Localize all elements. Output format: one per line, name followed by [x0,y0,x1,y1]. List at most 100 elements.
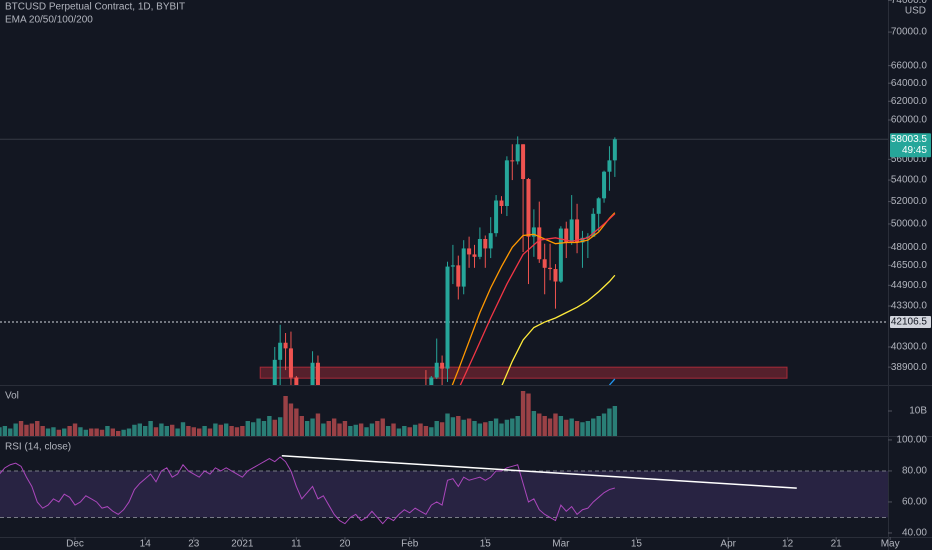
volume-bar [596,416,601,436]
volume-bar [240,426,245,436]
y-tick-label: 62000.0 [891,96,928,107]
rsi-line [0,456,615,525]
volume-bar [99,429,105,436]
y-tick-label: 54000.0 [891,175,928,186]
candle-body [607,160,612,172]
y-tick-label: 60.00 [902,497,927,508]
volume-bar [391,423,396,436]
volume-bar [456,416,461,436]
volume-bar [175,428,180,436]
candle-body [537,227,542,260]
volume-bar [547,418,553,436]
candle-body [510,160,515,162]
volume-bar [29,423,35,436]
candle-body [612,139,617,161]
volume-bar [591,418,596,436]
candle-body [461,248,466,287]
volume-bar [234,427,240,436]
volume-bar [132,424,137,436]
volume-bar [56,429,62,436]
volume-bar [358,423,364,436]
y-tick-label: 40300.0 [891,342,928,353]
volume-bar [62,428,67,436]
candle-body [564,228,569,243]
volume-bar [580,422,585,436]
volume-bar [564,419,569,436]
volume-bar [218,424,223,436]
y-tick-label: 60000.0 [891,115,928,126]
x-tick-label: 21 [831,539,843,550]
volume-bar [83,429,89,436]
volume-bar [531,411,537,436]
volume-bar [499,423,504,436]
volume-bar [229,426,234,436]
volume-bar [380,418,385,436]
volume-label: Vol [5,391,19,402]
candle-body [558,228,563,282]
volume-bar [159,423,164,436]
candle-body [569,219,574,243]
y-tick-label: 10B [909,406,927,417]
x-tick-label: 11 [291,539,302,550]
y-tick-label: 52000.0 [891,196,928,207]
volume-bar [375,421,380,436]
volume-bar [601,413,607,436]
currency-label: USD [905,6,926,17]
volume-bar [537,413,542,436]
x-tick-label: Feb [401,539,419,550]
volume-bar [493,418,499,436]
volume-bar [429,427,434,436]
volume-bar [223,423,229,436]
volume-bar [250,422,256,436]
volume-bar [553,413,558,436]
volume-bar [396,428,402,436]
candle-body [445,266,450,369]
candle-body [472,254,477,257]
volume-bar [94,428,99,436]
ema-line [451,212,616,385]
x-tick-label: May [881,539,900,550]
volume-bar [51,427,56,436]
volume-bar [256,418,261,436]
volume-bar [299,416,304,436]
candle-body [602,171,607,199]
candle-body [456,265,461,287]
y-tick-label: 46500.0 [891,260,928,271]
volume-bar [121,429,126,436]
y-tick-label: 38900.0 [891,362,928,373]
candle-body [477,238,482,257]
volume-bar [207,428,213,436]
volume-bar [67,426,72,436]
candle-body [272,359,277,385]
volume-bar [407,427,412,436]
volume-bar [331,418,337,436]
ema-line [459,213,616,385]
volume-bar [450,417,456,436]
y-tick-label: 48000.0 [891,242,928,253]
volume-bar [294,408,299,436]
candle-body [526,179,531,237]
y-tick-label: 43300.0 [891,301,928,312]
x-tick-label: Apr [720,539,736,550]
indicator-label: EMA 20/50/100/200 [5,15,93,26]
candle-body [467,248,472,255]
volume-bar [277,417,283,436]
candle-body [553,269,558,282]
candle-body [591,213,596,237]
volume-bar [186,426,191,436]
volume-bar [13,423,18,436]
volume-bar [105,426,110,436]
candle-body [434,362,439,378]
volume-bar [445,413,450,436]
rsi-label: RSI (14, close) [5,442,71,453]
volume-bar [342,421,348,436]
volume-bar [612,406,618,436]
candle-body [542,259,547,268]
volume-bar [35,421,40,436]
volume-bar [137,423,143,436]
support-zone [259,366,788,379]
volume-bar [326,421,331,436]
y-tick-label: 74000.0 [891,0,928,6]
